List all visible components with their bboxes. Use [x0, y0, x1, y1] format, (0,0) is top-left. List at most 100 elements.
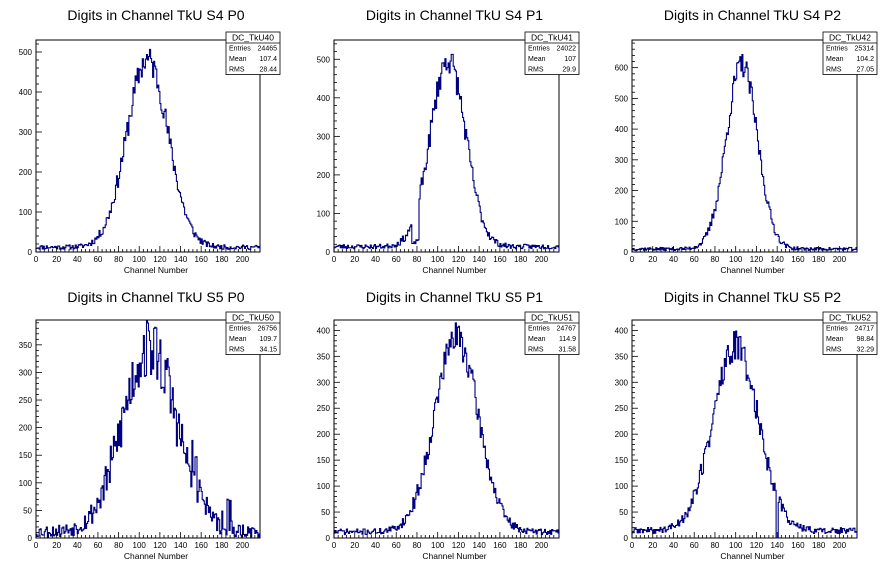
- x-axis-label: Channel Number: [720, 265, 784, 275]
- x-tick-label: 80: [412, 255, 421, 264]
- stats-key: Entries: [826, 326, 848, 333]
- x-tick-label: 160: [194, 541, 208, 550]
- y-tick-label: 100: [19, 208, 33, 217]
- x-axis-label: Channel Number: [124, 265, 188, 275]
- x-tick-label: 180: [514, 255, 528, 264]
- stats-key: Entries: [229, 46, 251, 53]
- stats-name: DC_TkU40: [232, 33, 274, 43]
- stats-key: Mean: [229, 56, 247, 63]
- x-axis-label: Channel Number: [124, 551, 188, 561]
- stats-box: DC_TkU40 Entries 24465 Mean 107.4 RMS 28.44: [225, 31, 281, 75]
- x-tick-label: 60: [392, 255, 401, 264]
- x-tick-label: 60: [392, 541, 401, 550]
- stats-key: Mean: [826, 56, 844, 63]
- x-tick-label: 120: [750, 541, 764, 550]
- x-tick-label: 200: [236, 255, 250, 264]
- histogram-series-DC_TkU52: [631, 330, 858, 539]
- y-tick-label: 300: [19, 128, 33, 137]
- y-tick-label: 350: [317, 352, 331, 361]
- x-axis-label: Channel Number: [422, 265, 486, 275]
- stats-value: 107.4: [259, 56, 277, 63]
- x-tick-label: 180: [812, 255, 826, 264]
- y-tick-label: 300: [317, 132, 331, 141]
- stats-value: 24022: [557, 46, 577, 53]
- stats-key: RMS: [528, 347, 544, 354]
- x-tick-label: 180: [514, 541, 528, 550]
- x-tick-label: 200: [236, 541, 250, 550]
- x-tick-label: 120: [750, 255, 764, 264]
- x-axis-label: Channel Number: [422, 551, 486, 561]
- stats-name: DC_TkU42: [829, 33, 871, 43]
- x-tick-label: 140: [174, 541, 188, 550]
- stats-value: 104.2: [856, 56, 874, 63]
- y-tick-label: 600: [615, 64, 629, 73]
- stats-box: DC_TkU51 Entries 24767 Mean 114.9 RMS 31.58: [524, 311, 580, 355]
- x-tick-label: 40: [371, 255, 380, 264]
- x-tick-label: 60: [690, 255, 699, 264]
- stats-box: DC_TkU50 Entries 26756 Mean 109.7 RMS 34.15: [225, 311, 281, 355]
- stats-value: 24767: [557, 326, 577, 333]
- histogram-panel-3: Digits in Channel TkU S4 P2 0 20 40 60 80 100 1…: [615, 7, 878, 275]
- x-tick-label: 40: [371, 541, 380, 550]
- stats-key: Entries: [826, 46, 848, 53]
- stats-box: DC_TkU52 Entries 24717 Mean 98.84 RMS 32.29: [822, 311, 878, 355]
- stats-value: 114.9: [559, 336, 576, 343]
- x-tick-label: 140: [174, 255, 188, 264]
- y-tick-label: 300: [615, 156, 629, 165]
- panel-title: Digits in Channel TkU S5 P0: [67, 289, 244, 305]
- stats-key: Mean: [229, 336, 247, 343]
- x-tick-label: 160: [493, 255, 507, 264]
- x-tick-label: 120: [452, 541, 466, 550]
- x-tick-label: 100: [729, 255, 743, 264]
- y-tick-label: 350: [19, 341, 33, 350]
- x-tick-label: 100: [431, 255, 445, 264]
- x-tick-label: 200: [535, 255, 549, 264]
- y-tick-label: 0: [28, 248, 33, 257]
- stats-key: Mean: [826, 336, 844, 343]
- x-tick-label: 180: [215, 541, 229, 550]
- stats-value: 31.58: [558, 347, 576, 354]
- stats-key: Entries: [528, 326, 550, 333]
- x-tick-label: 0: [332, 255, 337, 264]
- x-tick-label: 100: [133, 255, 147, 264]
- y-tick-label: 150: [317, 456, 331, 465]
- y-tick-label: 0: [28, 534, 33, 543]
- histogram-series-DC_TkU51: [333, 322, 560, 538]
- x-tick-label: 120: [153, 255, 167, 264]
- y-tick-label: 400: [317, 94, 331, 103]
- histogram-series-DC_TkU40: [35, 48, 261, 252]
- histogram-panel-4: Digits in Channel TkU S5 P0 0 20 40 60 80 100 1…: [19, 289, 281, 561]
- histogram-series-DC_TkU41: [333, 53, 560, 252]
- y-tick-label: 500: [19, 48, 33, 57]
- y-tick-label: 0: [326, 534, 331, 543]
- panel-title: Digits in Channel TkU S4 P2: [664, 7, 841, 23]
- panel-title: Digits in Channel TkU S5 P2: [664, 289, 841, 305]
- y-tick-label: 250: [615, 404, 629, 413]
- x-tick-label: 20: [648, 541, 657, 550]
- stats-box: DC_TkU42 Entries 25314 Mean 104.2 RMS 27.05: [822, 31, 878, 75]
- y-tick-label: 400: [615, 125, 629, 134]
- stats-key: Mean: [528, 336, 546, 343]
- stats-key: RMS: [229, 67, 245, 74]
- x-tick-label: 140: [770, 541, 784, 550]
- stats-key: RMS: [826, 67, 842, 74]
- stats-value: 34.15: [259, 347, 277, 354]
- y-tick-label: 300: [19, 368, 33, 377]
- x-tick-label: 0: [34, 541, 39, 550]
- x-tick-label: 180: [215, 255, 229, 264]
- stats-key: Entries: [229, 326, 251, 333]
- stats-box: DC_TkU41 Entries 24022 Mean 107 RMS 29.9: [524, 31, 580, 75]
- stats-value: 29.9: [562, 67, 576, 74]
- stats-name: DC_TkU41: [531, 33, 573, 43]
- x-tick-label: 160: [493, 541, 507, 550]
- y-tick-label: 500: [317, 55, 331, 64]
- x-tick-label: 60: [690, 541, 699, 550]
- plot-frame: [631, 39, 858, 253]
- y-tick-label: 0: [624, 534, 629, 543]
- x-tick-label: 80: [710, 255, 719, 264]
- y-tick-label: 250: [317, 404, 331, 413]
- panel-title: Digits in Channel TkU S4 P0: [67, 7, 244, 23]
- x-tick-label: 120: [452, 255, 466, 264]
- y-tick-label: 100: [19, 479, 33, 488]
- y-tick-label: 200: [317, 430, 331, 439]
